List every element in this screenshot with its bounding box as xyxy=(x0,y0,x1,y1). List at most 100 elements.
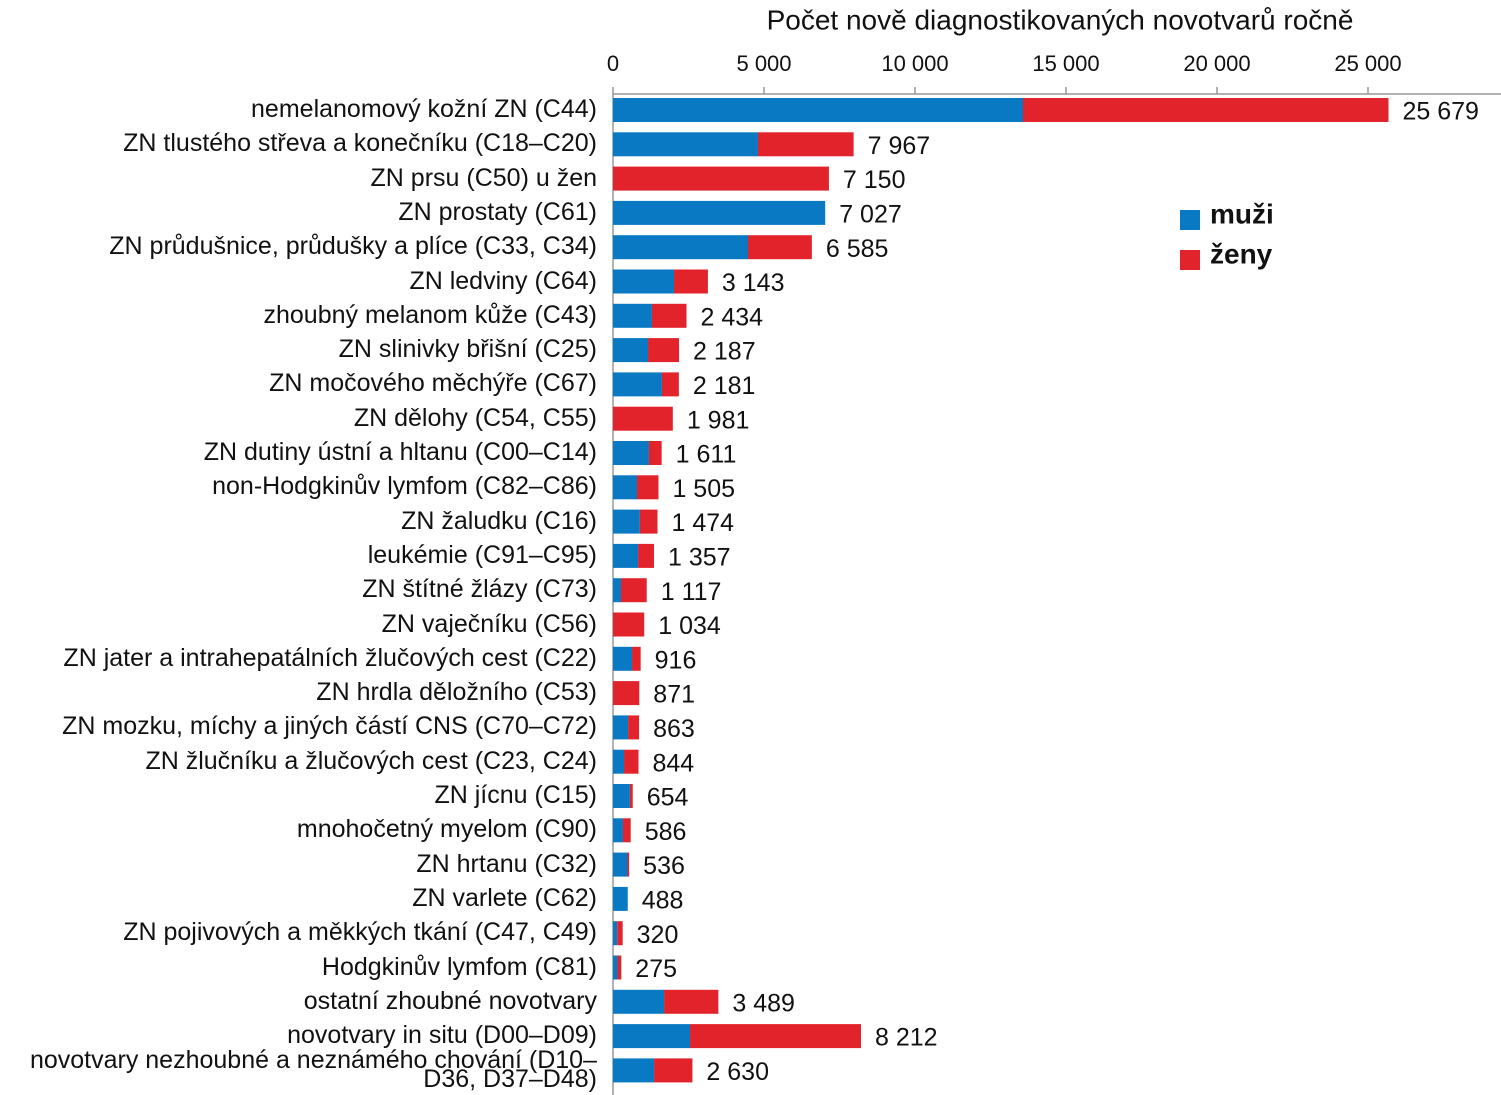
data-label: 1 034 xyxy=(658,612,721,640)
bar-segment xyxy=(613,441,649,465)
data-label: 2 434 xyxy=(701,303,764,331)
data-label: 7 150 xyxy=(843,166,906,194)
y-tick-label: ZN hrdla děložního (C53) xyxy=(316,678,597,707)
x-tick-label: 15 000 xyxy=(1032,51,1099,76)
bar-segment xyxy=(613,200,826,225)
y-tick-label: nemelanomový kožní ZN (C44) xyxy=(251,95,597,123)
data-label: 25 679 xyxy=(1403,98,1479,126)
bar-segment xyxy=(624,749,639,774)
bar-segment xyxy=(613,955,618,980)
y-tick-label: mnohočetný myelom (C90) xyxy=(296,815,597,844)
bar-segment xyxy=(648,338,680,363)
data-label: 1 474 xyxy=(672,509,735,537)
data-label: 1 117 xyxy=(661,578,722,606)
data-label: 7 967 xyxy=(868,132,931,160)
bar-segment xyxy=(613,852,628,877)
bar-segment xyxy=(757,132,854,157)
data-label: 488 xyxy=(642,887,684,915)
y-tick-label: ZN žlučníku a žlučových cest (C23, C24) xyxy=(145,746,597,775)
data-label: 2 181 xyxy=(693,372,756,400)
y-tick-label: zhoubný melanom kůže (C43) xyxy=(263,300,598,329)
bar-segment xyxy=(654,1058,693,1083)
data-label: 320 xyxy=(637,921,679,949)
bar-segment xyxy=(613,646,633,671)
bar-segment xyxy=(629,784,633,808)
data-label: 3 489 xyxy=(732,989,795,1017)
bar-segment xyxy=(613,303,652,328)
bar-segment xyxy=(664,989,719,1014)
bar-segment xyxy=(613,132,758,157)
y-tick-label: ZN jícnu (C15) xyxy=(434,781,597,809)
bar-segment xyxy=(651,303,687,328)
bar-segment xyxy=(621,578,647,603)
bar-segment xyxy=(613,509,640,534)
bar-segment xyxy=(639,509,658,534)
y-tick-label: ZN slinivky břišní (C25) xyxy=(338,335,597,364)
bar-segment xyxy=(632,646,641,671)
data-label: 8 212 xyxy=(875,1024,938,1052)
bar-segment xyxy=(613,98,1023,122)
y-tick-label: novotvary nezhoubné a neznámého chování … xyxy=(29,1046,597,1094)
y-tick-label: non-Hodgkinův lymfom (C82–C86) xyxy=(212,472,597,501)
bar-segment xyxy=(613,886,628,911)
bar-segment xyxy=(613,543,639,568)
x-tick-label: 0 xyxy=(607,51,619,76)
bar-segment xyxy=(613,269,675,294)
bar-segment xyxy=(613,372,662,397)
data-label: 1 981 xyxy=(687,406,750,434)
y-tick-label: ZN prsu (C50) u žen xyxy=(370,163,597,192)
bar-segment xyxy=(613,166,829,191)
bar-segment xyxy=(674,269,708,294)
bar-segment xyxy=(613,989,665,1014)
bar-segment xyxy=(613,921,618,946)
bar-segment xyxy=(613,338,649,363)
x-tick-label: 20 000 xyxy=(1183,51,1250,76)
y-tick-label: leukémie (C91–C95) xyxy=(367,540,597,569)
data-label: 1 357 xyxy=(668,544,731,572)
y-tick-label: ZN průdušnice, průdušky a plíce (C33, C3… xyxy=(109,232,597,261)
y-tick-label: ZN hrtanu (C32) xyxy=(416,849,597,878)
data-label: 275 xyxy=(635,955,677,983)
bar-segment xyxy=(627,852,630,877)
data-label: 916 xyxy=(655,646,697,674)
data-label: 871 xyxy=(653,681,695,709)
data-label: 2 630 xyxy=(706,1058,769,1086)
y-tick-label: ZN vaječníku (C56) xyxy=(381,609,597,638)
y-tick-label: ZN varlete (C62) xyxy=(412,883,597,912)
bar-segment xyxy=(613,406,673,431)
y-tick-label: ZN prostaty (C61) xyxy=(398,197,597,226)
data-label: 536 xyxy=(643,852,685,880)
y-tick-label: ZN močového měchýře (C67) xyxy=(269,369,597,398)
bar-segment xyxy=(613,1024,691,1049)
y-tick-label: ZN mozku, míchy a jiných částí CNS (C70–… xyxy=(62,712,597,741)
bar-segment xyxy=(690,1024,862,1049)
bar-segment xyxy=(648,441,662,465)
legend-swatch xyxy=(1180,250,1200,270)
bar-segment xyxy=(613,749,625,774)
legend-label: muži xyxy=(1210,198,1274,229)
bar-segment xyxy=(613,681,640,706)
data-label: 586 xyxy=(645,818,687,846)
y-tick-label: ZN ledviny (C64) xyxy=(409,266,597,295)
y-tick-label: ostatní zhoubné novotvary xyxy=(303,986,597,1015)
legend-label: ženy xyxy=(1210,238,1273,269)
y-tick-label: ZN dělohy (C54, C55) xyxy=(353,403,597,432)
bar-segment xyxy=(613,612,645,637)
data-label: 1 611 xyxy=(676,441,737,469)
data-label: 654 xyxy=(647,784,689,812)
legend-swatch xyxy=(1180,210,1200,230)
bar-segment xyxy=(637,475,659,500)
bar-segment xyxy=(613,715,629,740)
x-tick-label: 5 000 xyxy=(736,51,791,76)
bar-segment xyxy=(747,235,812,260)
chart-title: Počet nově diagnostikovaných novotvarů r… xyxy=(767,4,1354,35)
y-tick-label: ZN dutiny ústní a hltanu (C00–C14) xyxy=(203,438,597,466)
data-label: 863 xyxy=(653,715,695,743)
x-tick-label: 25 000 xyxy=(1334,51,1401,76)
data-label: 6 585 xyxy=(826,235,889,263)
bar-segment xyxy=(661,372,679,397)
bar-segment xyxy=(613,818,623,843)
bar-segment xyxy=(617,921,623,946)
